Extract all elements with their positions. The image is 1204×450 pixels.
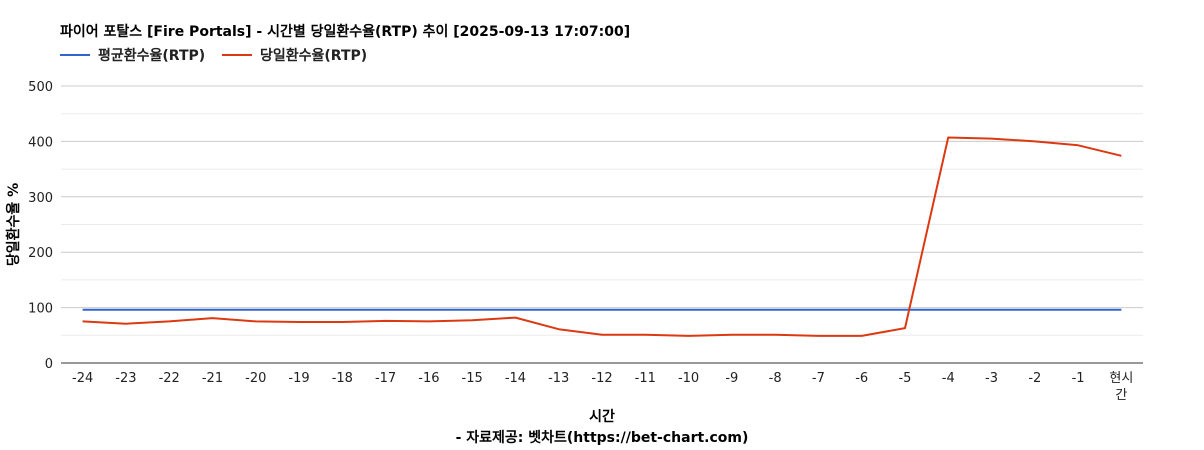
x-tick-label: -14 (505, 371, 526, 386)
legend-label: 평균환수율(RTP) (98, 47, 205, 64)
x-tick-label: -18 (332, 371, 353, 386)
chart-title: 파이어 포탈스 [Fire Portals] - 시간별 당일환수율(RTP) … (60, 23, 630, 40)
x-tick-label: -21 (202, 371, 223, 386)
x-tick-label: -15 (462, 371, 483, 386)
x-tick-label: 현시 간 (1109, 371, 1133, 403)
x-tick-label: -16 (418, 371, 439, 386)
x-tick-label: -4 (942, 371, 955, 386)
x-tick-label: -24 (72, 371, 93, 386)
y-tick-label: 200 (28, 246, 53, 261)
y-tick-label: 400 (28, 135, 53, 150)
x-tick-label: -9 (725, 371, 738, 386)
x-tick-label: -6 (855, 371, 868, 386)
y-axis-label: 당일환수율 % (5, 183, 22, 266)
x-tick-label: -5 (898, 371, 911, 386)
y-axis-ticks: 0 100 200 300 400 500 (28, 80, 53, 372)
series-line-daily-rtp (82, 136, 1122, 337)
y-tick-label: 100 (28, 302, 53, 317)
x-tick-label: -20 (245, 371, 266, 386)
x-tick-label: -23 (115, 371, 136, 386)
x-tick-label: -12 (591, 371, 612, 386)
x-tick-label: -1 (1072, 371, 1085, 386)
x-tick-label: -22 (159, 371, 180, 386)
x-tick-label: -17 (375, 371, 396, 386)
chart-footer: - 자료제공: 벳차트(https://bet-chart.com) (456, 429, 749, 446)
y-tick-label: 500 (28, 80, 53, 95)
x-tick-label: -8 (769, 371, 782, 386)
x-tick-label: -3 (985, 371, 998, 386)
x-tick-label: -19 (288, 371, 309, 386)
x-tick-label: -7 (812, 371, 825, 386)
y-tick-label: 300 (28, 191, 53, 206)
series-lines (82, 136, 1122, 337)
x-tick-label: -11 (635, 371, 656, 386)
x-tick-label: -10 (678, 371, 699, 386)
y-tick-label: 0 (45, 357, 53, 372)
x-axis-label: 시간 (589, 408, 615, 425)
x-tick-label: -2 (1028, 371, 1041, 386)
x-tick-label: -13 (548, 371, 569, 386)
chart-legend: 평균환수율(RTP) 당일환수율(RTP) (60, 47, 367, 64)
x-axis-ticks: -24 -23 -22 -21 -20 -19 -18 -17 -16 -15 -14 -13 -12 -… (72, 371, 1133, 403)
legend-label: 당일환수율(RTP) (260, 47, 367, 64)
gridlines (61, 85, 1143, 336)
